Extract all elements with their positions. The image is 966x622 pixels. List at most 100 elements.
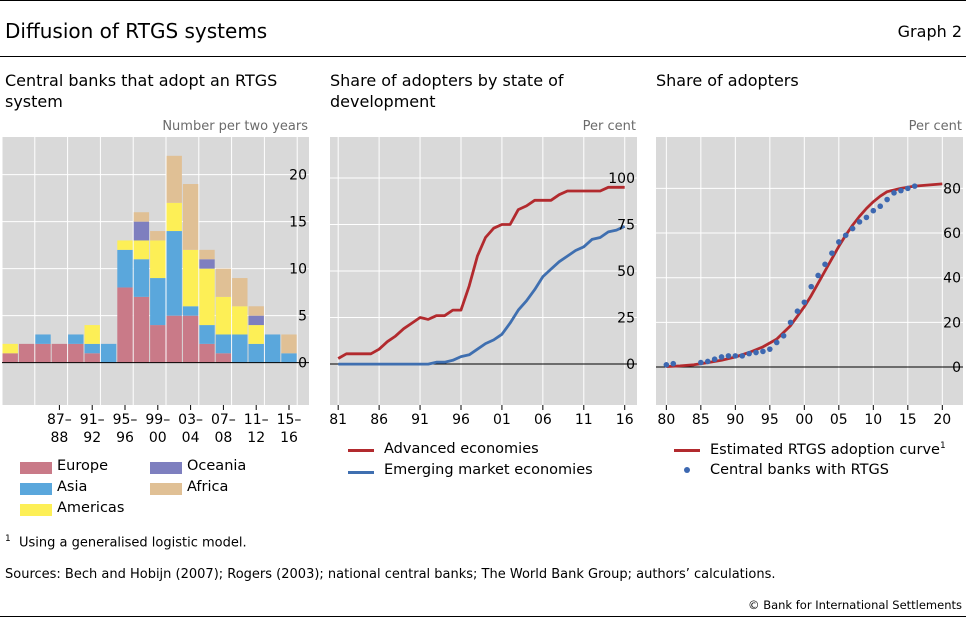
bar-africa-97–98	[133, 212, 150, 222]
bar-africa-07–08	[215, 268, 232, 297]
bar-asia-99–00	[150, 278, 166, 326]
data-point	[767, 346, 773, 352]
legend-swatch-americas	[20, 504, 52, 516]
x-tick-label: 15	[899, 412, 917, 428]
data-point	[911, 183, 918, 189]
bar-americas-11–12	[248, 325, 264, 344]
bar-asia-89–90	[68, 334, 84, 344]
data-point	[732, 353, 739, 359]
bar-americas-01–02	[166, 202, 182, 232]
bar-africa-03–04	[182, 184, 199, 250]
bar-asia-97–98	[133, 259, 150, 297]
legend-label-curve-text: Estimated RTGS adoption curve	[710, 441, 940, 458]
legend-label-emerging: Emerging market economies	[384, 462, 593, 478]
data-point	[725, 353, 732, 359]
bar-americas-09–10	[232, 306, 248, 335]
bar-europe-83–84	[18, 343, 35, 363]
bottom-rule	[0, 616, 966, 617]
x-tick-label: 85	[692, 412, 710, 428]
data-point	[670, 360, 677, 367]
data-point	[836, 239, 842, 245]
x-tick-label: 08	[214, 430, 232, 446]
bar-asia-95–96	[117, 249, 133, 288]
x-tick-label: 86	[370, 412, 388, 428]
y-tick-label: 5	[298, 309, 307, 325]
top-rule	[0, 0, 966, 1]
y-tick-label: 60	[943, 226, 961, 242]
x-tick-label: 00	[795, 412, 813, 428]
x-tick-label: 11	[575, 412, 593, 428]
bar-americas-03–04	[182, 249, 199, 307]
bar-europe-07–08	[215, 353, 232, 363]
data-point	[877, 203, 884, 210]
legend-label-asia: Asia	[57, 479, 88, 495]
legend-line-advanced	[348, 449, 374, 452]
data-point	[718, 354, 725, 360]
x-tick-label: 04	[182, 430, 200, 446]
x-tick-label: 91	[411, 412, 429, 428]
legend-line-emerging	[348, 471, 374, 474]
data-point	[704, 358, 711, 365]
bar-oceania-05–06	[199, 259, 215, 269]
x-tick-label: 95	[761, 412, 779, 428]
y-tick-label: 20	[943, 315, 961, 331]
y-tick-label: 25	[617, 311, 635, 327]
y-tick-label: 20	[289, 168, 307, 184]
bar-europe-97–98	[133, 296, 150, 363]
panel2-title: Share of adopters by state of developmen…	[330, 71, 564, 111]
bar-africa-11–12	[248, 306, 264, 316]
legend-swatch-asia	[20, 483, 52, 495]
page-title: Diffusion of RTGS systems	[5, 19, 268, 43]
legend-label-curve: Estimated RTGS adoption curve1	[710, 441, 946, 458]
data-point	[663, 362, 670, 368]
x-tick-label: 11–	[244, 412, 269, 428]
y-tick-label: 0	[298, 356, 307, 372]
bar-americas-91–92	[84, 325, 100, 344]
data-point	[822, 261, 828, 268]
y-tick-label: 80	[943, 181, 961, 197]
bar-africa-05–06	[199, 249, 215, 260]
data-point	[698, 359, 704, 366]
x-tick-label: 96	[116, 430, 134, 446]
data-point	[815, 272, 821, 279]
data-point	[905, 185, 911, 192]
x-tick-label: 06	[534, 412, 552, 428]
sources-note: Sources: Bech and Hobijn (2007); Rogers …	[5, 567, 776, 582]
x-tick-label: 87–	[47, 412, 72, 428]
legend-label-oceania: Oceania	[187, 458, 247, 474]
bar-americas-95–96	[117, 240, 133, 250]
bar-africa-01–02	[166, 155, 182, 203]
data-point	[870, 207, 877, 214]
data-point	[863, 214, 870, 221]
bar-oceania-97–98	[133, 221, 150, 241]
bar-africa-09–10	[232, 278, 248, 307]
bar-europe-99–00	[150, 325, 166, 363]
footnote-marker: 1	[5, 534, 11, 544]
panel3-title: Share of adopters	[656, 71, 799, 90]
data-point	[849, 225, 856, 232]
data-point	[794, 308, 801, 315]
bar-asia-11–12	[248, 343, 264, 363]
data-point	[829, 250, 835, 256]
x-tick-label: 91–	[80, 412, 105, 428]
bar-americas-97–98	[133, 240, 150, 260]
data-point	[746, 350, 752, 357]
x-tick-label: 07–	[211, 412, 236, 428]
bar-europe-05–06	[199, 343, 215, 363]
y-tick-label: 40	[943, 271, 961, 287]
bar-europe-85–86	[35, 343, 51, 363]
footnote: 1 Using a generalised logistic model.	[5, 534, 247, 550]
legend-label-americas: Americas	[57, 500, 125, 516]
legend-line-curve	[674, 449, 700, 452]
legend-footnote-marker: 1	[939, 441, 946, 451]
bar-asia-05–06	[199, 325, 215, 344]
header-rule	[0, 56, 966, 57]
bar-europe-81–82	[2, 353, 18, 363]
bar-europe-03–04	[182, 315, 199, 363]
legend-dot-central-banks	[684, 467, 690, 473]
x-tick-label: 92	[83, 430, 101, 446]
footnote-text: Using a generalised logistic model.	[19, 535, 247, 551]
y-tick-label: 75	[617, 217, 635, 233]
bar-americas-99–00	[150, 240, 166, 279]
data-point	[760, 348, 766, 355]
